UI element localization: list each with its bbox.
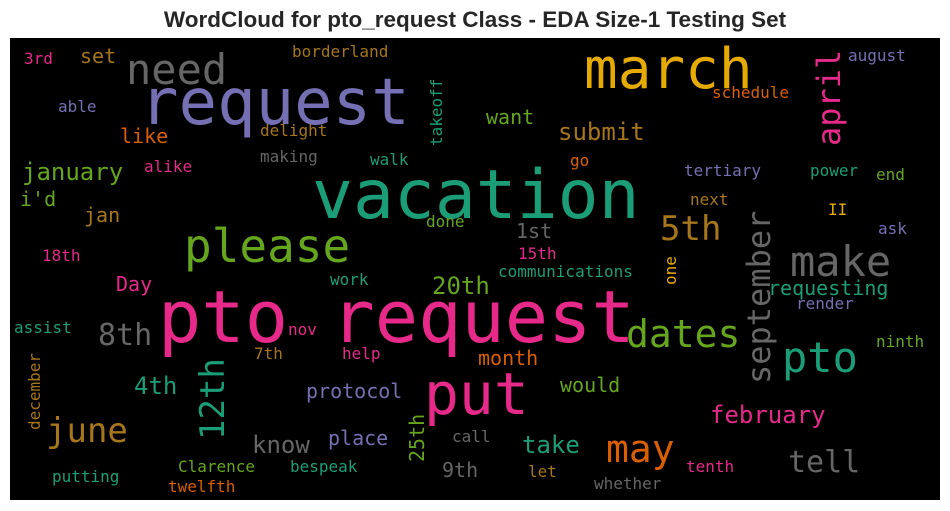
word-dates: dates (626, 312, 740, 356)
word-takeoff: takeoff (427, 79, 446, 146)
word-know: know (252, 431, 310, 459)
word-submit: submit (558, 118, 645, 146)
word-3rd: 3rd (24, 49, 53, 68)
word-walk: walk (370, 150, 409, 169)
word-march: march (584, 37, 753, 102)
word-able: able (58, 97, 97, 116)
word-june: june (46, 411, 128, 451)
word-may: may (606, 427, 675, 471)
wordcloud-background (10, 38, 940, 500)
word-set: set (80, 44, 116, 68)
word-4th: 4th (134, 372, 177, 400)
word-tell: tell (788, 445, 860, 480)
word-february: february (710, 401, 826, 429)
chart-title: WordCloud for pto_request Class - EDA Si… (163, 7, 787, 32)
word-alike: alike (144, 157, 192, 176)
word-done: done (426, 212, 465, 231)
word-ninth: ninth (876, 332, 924, 351)
word-would: would (560, 373, 620, 397)
word-20th: 20th (432, 272, 490, 300)
word-assist: assist (14, 318, 72, 337)
word-month: month (478, 346, 538, 370)
word-one: one (661, 256, 680, 285)
word-twelfth: twelfth (168, 477, 235, 496)
word-protocol: protocol (306, 379, 402, 403)
word-bespeak: bespeak (290, 457, 358, 476)
word-ask: ask (878, 219, 907, 238)
word-vacation: vacation (312, 156, 640, 235)
word-5th: 5th (660, 209, 721, 249)
word-like: like (120, 124, 168, 148)
word-put: put (424, 360, 529, 428)
word-25th: 25th (405, 414, 429, 462)
word-9th: 9th (442, 458, 478, 482)
word-pto: pto (782, 333, 858, 382)
word-18th: 18th (42, 246, 81, 265)
word-tenth: tenth (686, 457, 734, 476)
word-request: request (140, 66, 410, 140)
word-go: go (570, 151, 589, 170)
word-december: december (25, 353, 44, 430)
word-7th: 7th (254, 344, 283, 363)
word-borderland: borderland (292, 42, 388, 61)
word-day: Day (116, 272, 152, 296)
word-april: april (810, 50, 848, 146)
word-need: need (126, 45, 227, 94)
word-help: help (342, 344, 381, 363)
word-i-d: i'd (20, 187, 56, 211)
word-call: call (452, 427, 491, 446)
wordcloud-words: pto request vacation request march put please… (14, 37, 924, 496)
word-september: september (740, 211, 778, 384)
word-take: take (522, 431, 580, 459)
word-communications: communications (498, 262, 633, 281)
word-12th: 12th (193, 358, 233, 440)
word-please: please (184, 219, 350, 273)
word-place: place (328, 426, 388, 450)
word-want: want (486, 105, 534, 129)
word-let: let (528, 462, 557, 481)
word-pto-request: pto request (158, 275, 635, 359)
word-work: work (330, 270, 369, 289)
word-make: make (790, 237, 891, 286)
word-1st: 1st (516, 219, 552, 243)
word-delight: delight (260, 121, 327, 140)
word-schedule: schedule (712, 83, 789, 102)
word-tertiary: tertiary (684, 161, 761, 180)
word-requesting: requesting (768, 276, 888, 300)
word-render: render (796, 294, 854, 313)
word-january: january (22, 158, 123, 186)
word-putting: putting (52, 467, 119, 486)
word-nov: nov (288, 320, 317, 339)
word-8th: 8th (98, 318, 152, 353)
word-end: end (876, 165, 905, 184)
word-jan: jan (84, 203, 120, 227)
word-15th: 15th (518, 244, 557, 263)
word-next: next (690, 190, 729, 209)
word-power: power (810, 161, 859, 180)
word-whether: whether (594, 474, 662, 493)
word-clarence: Clarence (178, 457, 255, 476)
word-ii: II (828, 200, 847, 219)
word-making: making (260, 147, 318, 166)
word-august: august (848, 46, 906, 65)
